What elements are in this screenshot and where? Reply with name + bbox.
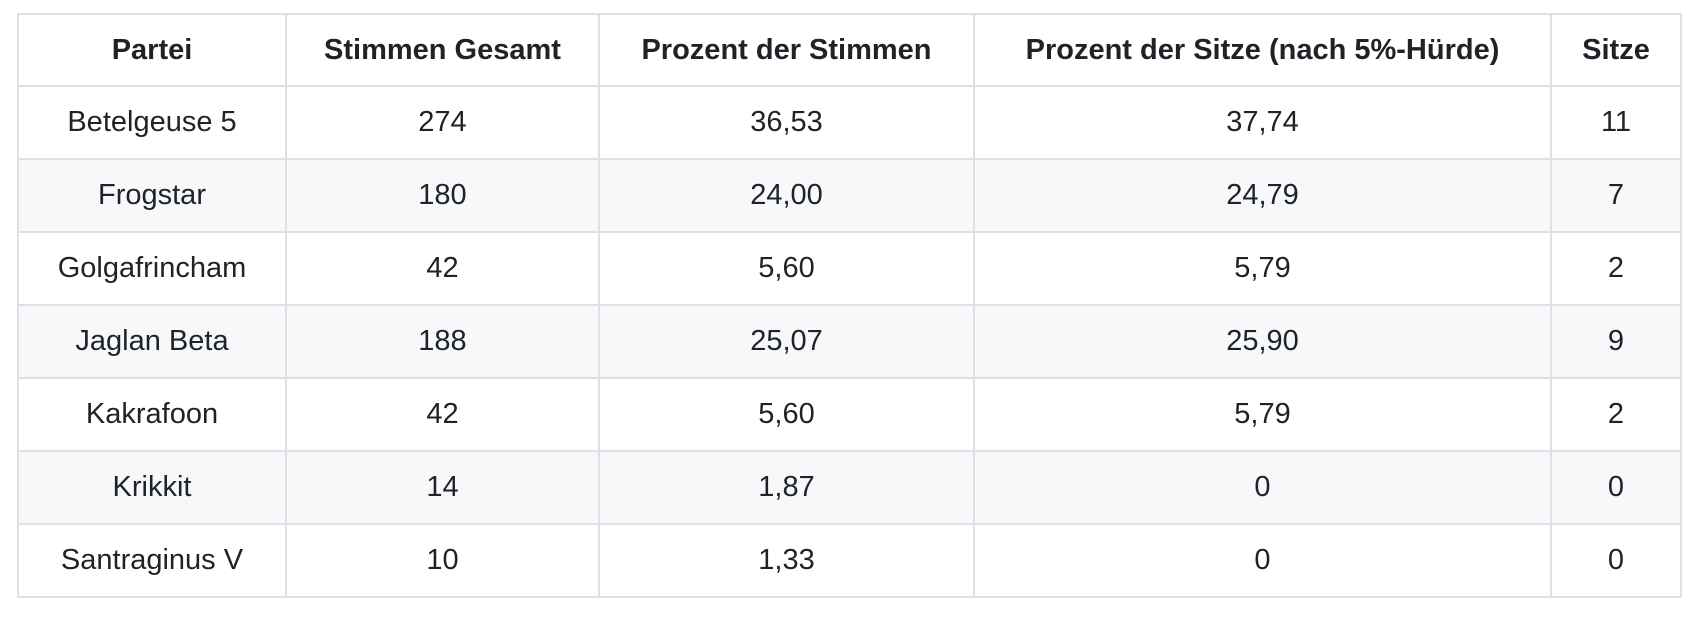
cell-prozent-der-sitze: 24,79	[973, 158, 1552, 233]
cell-sitze: 11	[1550, 85, 1682, 160]
cell-prozent-der-sitze: 5,79	[973, 377, 1552, 452]
cell-partei: Jaglan Beta	[17, 304, 287, 379]
table-row: Jaglan Beta 188 25,07 25,90 9	[17, 304, 1682, 379]
cell-sitze: 2	[1550, 231, 1682, 306]
cell-partei: Frogstar	[17, 158, 287, 233]
cell-sitze: 2	[1550, 377, 1682, 452]
cell-prozent-der-stimmen: 5,60	[598, 377, 975, 452]
cell-partei: Kakrafoon	[17, 377, 287, 452]
cell-stimmen-gesamt: 180	[285, 158, 600, 233]
cell-prozent-der-stimmen: 5,60	[598, 231, 975, 306]
table-row: Kakrafoon 42 5,60 5,79 2	[17, 377, 1682, 452]
cell-prozent-der-sitze: 37,74	[973, 85, 1552, 160]
cell-sitze: 0	[1550, 450, 1682, 525]
cell-stimmen-gesamt: 14	[285, 450, 600, 525]
cell-stimmen-gesamt: 42	[285, 377, 600, 452]
column-header-stimmen-gesamt: Stimmen Gesamt	[285, 13, 600, 87]
cell-sitze: 0	[1550, 523, 1682, 598]
cell-prozent-der-sitze: 0	[973, 450, 1552, 525]
cell-sitze: 9	[1550, 304, 1682, 379]
cell-prozent-der-stimmen: 25,07	[598, 304, 975, 379]
cell-stimmen-gesamt: 10	[285, 523, 600, 598]
table-row: Frogstar 180 24,00 24,79 7	[17, 158, 1682, 233]
table-row: Santraginus V 10 1,33 0 0	[17, 523, 1682, 598]
cell-prozent-der-stimmen: 36,53	[598, 85, 975, 160]
cell-partei: Betelgeuse 5	[17, 85, 287, 160]
header-row: Partei Stimmen Gesamt Prozent der Stimme…	[17, 13, 1682, 87]
cell-prozent-der-stimmen: 24,00	[598, 158, 975, 233]
cell-prozent-der-stimmen: 1,87	[598, 450, 975, 525]
cell-stimmen-gesamt: 188	[285, 304, 600, 379]
cell-prozent-der-sitze: 5,79	[973, 231, 1552, 306]
cell-prozent-der-sitze: 0	[973, 523, 1552, 598]
cell-partei: Golgafrincham	[17, 231, 287, 306]
cell-partei: Krikkit	[17, 450, 287, 525]
table-row: Betelgeuse 5 274 36,53 37,74 11	[17, 85, 1682, 160]
table-row: Krikkit 14 1,87 0 0	[17, 450, 1682, 525]
cell-prozent-der-stimmen: 1,33	[598, 523, 975, 598]
cell-partei: Santraginus V	[17, 523, 287, 598]
column-header-prozent-der-sitze: Prozent der Sitze (nach 5%-Hürde)	[973, 13, 1552, 87]
column-header-partei: Partei	[17, 13, 287, 87]
column-header-prozent-der-stimmen: Prozent der Stimmen	[598, 13, 975, 87]
cell-prozent-der-sitze: 25,90	[973, 304, 1552, 379]
cell-stimmen-gesamt: 274	[285, 85, 600, 160]
table-row: Golgafrincham 42 5,60 5,79 2	[17, 231, 1682, 306]
column-header-sitze: Sitze	[1550, 13, 1682, 87]
cell-stimmen-gesamt: 42	[285, 231, 600, 306]
election-results-table: Partei Stimmen Gesamt Prozent der Stimme…	[17, 13, 1682, 598]
cell-sitze: 7	[1550, 158, 1682, 233]
